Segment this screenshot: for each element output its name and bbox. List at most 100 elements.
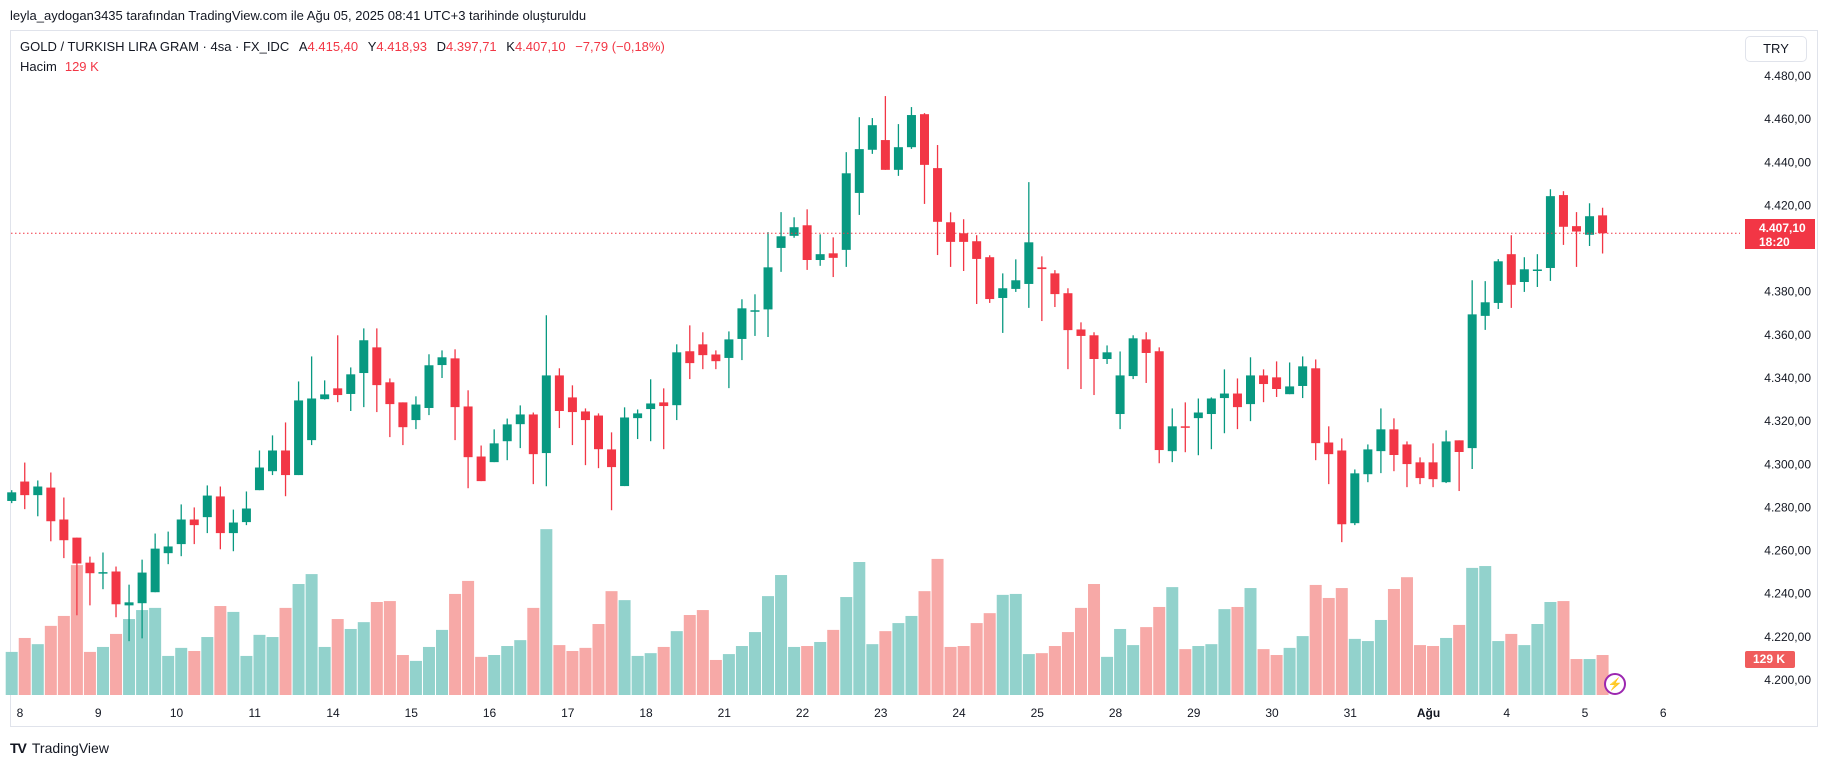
candle-body (20, 481, 30, 496)
candle-body (528, 414, 538, 455)
volume-bar (396, 655, 409, 695)
volume-bar (996, 594, 1009, 695)
tradingview-logo[interactable]: TV TradingView (10, 740, 109, 756)
volume-bar (970, 623, 983, 695)
candle-body (815, 254, 825, 261)
candle-body (959, 233, 969, 242)
volume-bar (344, 628, 357, 695)
volume-bar (1218, 609, 1231, 695)
price-tick-label: 4.240,00 (1764, 587, 1811, 601)
volume-bar (1283, 647, 1296, 695)
volume-bar (1374, 619, 1387, 695)
volume-bar (136, 610, 149, 695)
volume-bar (1231, 606, 1244, 695)
lightning-icon[interactable]: ⚡ (1604, 673, 1626, 695)
change-value: −7,79 (−0,18%) (575, 39, 665, 54)
candle-body (685, 351, 695, 364)
candle-body (1115, 375, 1125, 415)
candle-body (737, 308, 747, 339)
low-label: D (436, 39, 447, 54)
volume-bar (1035, 653, 1048, 695)
candle-body (567, 397, 577, 413)
volume-value: 129 K (64, 59, 99, 74)
candle-body (594, 415, 603, 450)
candle-body (724, 339, 734, 358)
volume-bar (1270, 655, 1283, 695)
candle-body (698, 344, 708, 356)
volume-bar (331, 619, 344, 695)
candle-body (906, 115, 916, 148)
candle-body (1167, 426, 1177, 452)
candle-body (1232, 393, 1242, 408)
candle-body (1545, 196, 1555, 268)
candles (7, 96, 1608, 642)
volume-bar (501, 646, 514, 695)
candle-body (411, 404, 421, 421)
volume-bar (1322, 597, 1335, 695)
candle-body (1585, 216, 1595, 235)
volume-bar (436, 629, 449, 695)
candle-body (867, 125, 877, 150)
volume-bar (188, 650, 201, 695)
volume-bar (1192, 646, 1205, 695)
candle-body (268, 450, 277, 472)
time-tick-label: 29 (1187, 706, 1201, 720)
time-tick-label: 30 (1265, 706, 1279, 720)
candle-body (7, 492, 17, 501)
volume-bar (383, 601, 396, 695)
volume-bar (592, 624, 605, 695)
symbol-title[interactable]: GOLD / TURKISH LIRA GRAM · 4sa · FX_IDC (20, 39, 290, 54)
candle-body (215, 496, 225, 534)
close-value: 4.407,10 (514, 39, 566, 54)
candle-body (346, 374, 356, 394)
candle-body (1102, 352, 1112, 360)
candle-body (515, 414, 525, 425)
candle-body (1259, 375, 1269, 385)
candle-body (294, 400, 304, 476)
candle-body (1415, 462, 1425, 479)
currency-button[interactable]: TRY (1745, 36, 1807, 62)
candle-body (985, 257, 995, 300)
volume-bar (1074, 607, 1087, 695)
candle-body (776, 236, 786, 248)
volume-bar (605, 591, 618, 695)
volume-bar (1140, 627, 1153, 695)
candle-body (72, 537, 82, 564)
candle-body (1089, 335, 1099, 360)
candle-body (1272, 377, 1282, 390)
time-tick-label: 15 (405, 706, 419, 720)
volume-bar (853, 562, 866, 695)
time-tick-label: 28 (1109, 706, 1123, 720)
candle-body (1311, 368, 1321, 444)
time-tick-label: 22 (796, 706, 810, 720)
volume-bar (1127, 645, 1140, 695)
volume-bar (1453, 624, 1466, 695)
volume-label[interactable]: Hacim (20, 59, 57, 74)
candle-body (633, 413, 643, 419)
volume-bar (83, 651, 96, 695)
candle-body (502, 424, 512, 442)
volume-bar (175, 647, 188, 695)
price-axis: 4.480,00 4.460,00 4.440,00 4.420,00 4.380,00… (1764, 69, 1811, 687)
volume-bar (1414, 645, 1427, 695)
volume-bar (696, 610, 709, 695)
volume-bar (70, 565, 83, 695)
volume-bar (266, 637, 279, 695)
volume-bar (449, 593, 462, 695)
volume-bar (957, 646, 970, 695)
candle-body (1076, 329, 1086, 336)
volume-bar (44, 625, 57, 695)
candle-body (85, 562, 95, 574)
candle-body (111, 571, 121, 605)
candle-body (1180, 426, 1190, 428)
candle-body (437, 357, 447, 366)
candle-body (1011, 280, 1021, 289)
volume-bar (357, 622, 370, 695)
symbol-legend: GOLD / TURKISH LIRA GRAM · 4sa · FX_IDC … (20, 39, 665, 54)
volume-bar (657, 646, 670, 695)
open-value: 4.415,40 (307, 39, 359, 54)
candle-body (150, 548, 160, 593)
volume-bar (1531, 624, 1544, 695)
volume-bar (944, 646, 957, 695)
